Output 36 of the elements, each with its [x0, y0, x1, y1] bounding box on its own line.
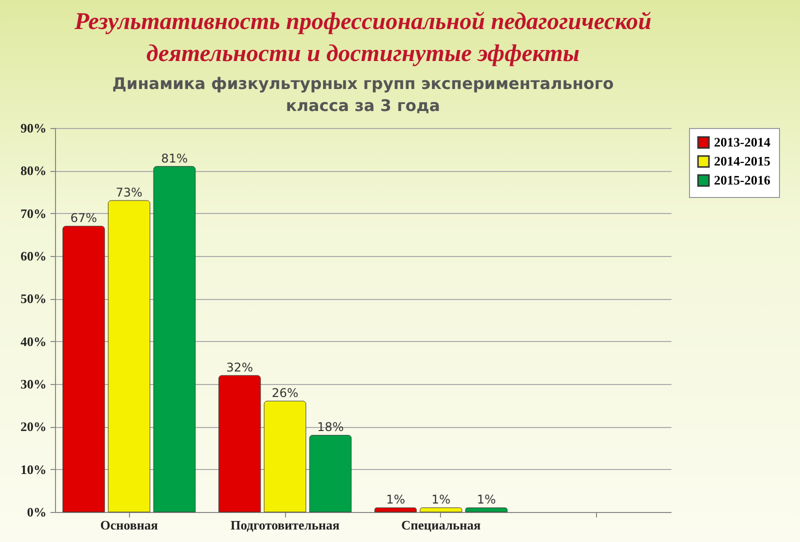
bar: [153, 166, 196, 512]
data-label: 1%: [431, 492, 450, 507]
chart-subtitle: Динамика физкультурных групп экспериментального класса за 3 года: [112, 74, 614, 115]
bar: [62, 226, 105, 512]
y-tick-label: 90%: [20, 120, 46, 136]
legend-label: 2013-2014: [714, 134, 771, 150]
data-label: 81%: [161, 151, 188, 166]
data-label: 18%: [317, 420, 344, 434]
data-label: 67%: [70, 211, 98, 226]
y-tick-label: 60%: [20, 248, 46, 264]
bar: [374, 507, 417, 512]
y-tick-label: 10%: [20, 462, 46, 477]
data-label: 32%: [226, 360, 253, 374]
legend-label: 2015-2016: [714, 172, 771, 188]
data-label: 1%: [476, 492, 496, 507]
y-tick-label: 0%: [27, 504, 46, 520]
bar: [264, 400, 306, 512]
bar: [420, 507, 462, 512]
bar: [465, 507, 508, 512]
x-tick-label: Основная: [100, 518, 158, 532]
y-tick-label: 30%: [20, 376, 46, 392]
x-tick-label: Специальная: [401, 518, 481, 532]
x-tick-label: Подготовительная: [230, 518, 340, 532]
y-tick-label: 70%: [20, 206, 46, 221]
y-tick-label: 20%: [20, 419, 46, 434]
data-label: 26%: [272, 386, 298, 400]
y-tick-label: 50%: [20, 291, 46, 306]
chart-title: Результативность профессиональной педагогической деятельности и достигнутые эффекты: [74, 9, 652, 67]
y-tick-label: 40%: [20, 334, 46, 349]
bar: [108, 200, 150, 512]
bar: [309, 434, 352, 512]
data-label: 73%: [116, 186, 142, 200]
y-tick-label: 80%: [20, 163, 46, 178]
data-label: 1%: [386, 492, 406, 507]
bar: [218, 375, 261, 512]
legend-label: 2014-2015: [714, 154, 771, 168]
